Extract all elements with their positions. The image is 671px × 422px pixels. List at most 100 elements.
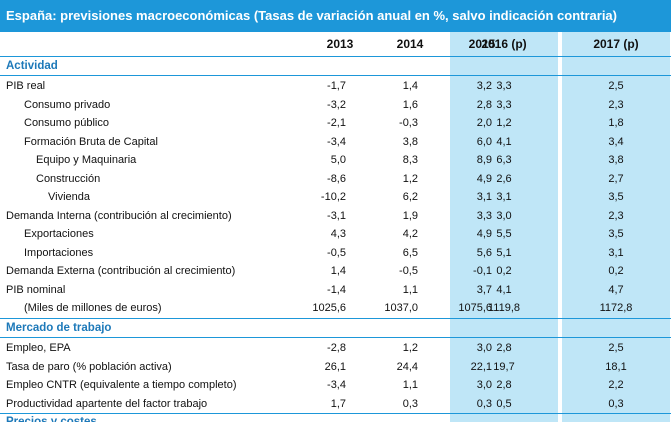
row-label: Demanda Externa (contribución al crecimi… xyxy=(6,265,236,277)
cell-value: 3,8 xyxy=(608,154,624,166)
table-title: España: previsiones macroeconómicas (Tas… xyxy=(0,0,671,32)
table-row: (Miles de millones de euros) 1025,6 1037,0… xyxy=(0,299,671,318)
cell-value: -0,3 xyxy=(399,117,418,129)
cell-value: 0,3 xyxy=(476,397,492,410)
cell-value: -3,4 xyxy=(327,135,346,148)
cell-value: 3,2 xyxy=(476,80,492,92)
cell-value: 5,1 xyxy=(496,246,512,259)
cell-value: 5,5 xyxy=(496,228,512,240)
cell-value: 3,8 xyxy=(402,135,418,148)
cell-value: 8,9 xyxy=(476,154,492,166)
row-label: Construcción xyxy=(36,172,101,185)
table-row: Demanda Interna (contribución al crecimi… xyxy=(0,207,671,226)
cell-value: -3,1 xyxy=(327,209,346,222)
cell-value: 3,3 xyxy=(496,80,512,92)
cell-value: 3,0 xyxy=(476,342,492,354)
cell-value: 5,0 xyxy=(330,154,346,166)
cell-value: 1,4 xyxy=(402,80,418,92)
cell-value: -1,4 xyxy=(327,283,346,296)
column-header-2017p: 2017 (p) xyxy=(593,37,639,51)
cell-value: -1,7 xyxy=(327,80,346,92)
table-row: Construcción -8,6 1,2 4,9 2,6 2,7 xyxy=(0,170,671,189)
cell-value: 3,5 xyxy=(608,228,624,240)
column-header-2013: 2013 xyxy=(326,37,354,51)
table-row: Equipo y Maquinaria 5,0 8,3 8,9 6,3 3,8 xyxy=(0,151,671,170)
cell-value: 6,5 xyxy=(402,246,418,259)
cell-value: 3,7 xyxy=(476,283,492,296)
cell-value: 1,8 xyxy=(608,117,624,129)
table-row: Vivienda -10,2 6,2 3,1 3,1 3,5 xyxy=(0,188,671,207)
column-header-row: 2013 2014 2015 2016 (p) 2017 (p) xyxy=(0,32,671,56)
cell-value: -3,2 xyxy=(327,98,346,111)
cell-value: 1,2 xyxy=(402,342,418,354)
row-label: Vivienda xyxy=(48,191,90,203)
cell-value: -8,6 xyxy=(327,172,346,185)
table-row: Consumo público -2,1 -0,3 2,0 1,2 1,8 xyxy=(0,114,671,133)
cell-value: 4,1 xyxy=(496,135,512,148)
cell-value: 0,2 xyxy=(496,265,512,277)
cell-value: 4,9 xyxy=(476,172,492,185)
cell-value: 24,4 xyxy=(396,360,418,373)
cell-value: 3,4 xyxy=(608,135,624,148)
cell-value: -3,4 xyxy=(327,379,346,391)
cell-value: 1,7 xyxy=(330,397,346,410)
cell-value: -10,2 xyxy=(320,191,346,203)
cell-value: 2,2 xyxy=(608,379,624,391)
cell-value: 3,0 xyxy=(476,379,492,391)
column-header-2016p: 2016 (p) xyxy=(481,37,527,51)
table-row: PIB real -1,7 1,4 3,2 3,3 2,5 xyxy=(0,77,671,96)
cell-value: 0,2 xyxy=(608,265,624,277)
cell-value: 1025,6 xyxy=(312,302,346,314)
row-label: Equipo y Maquinaria xyxy=(36,154,137,166)
cell-value: 1,1 xyxy=(402,283,418,296)
row-label: Demanda Interna (contribución al crecimi… xyxy=(6,209,232,222)
row-label: Consumo privado xyxy=(24,98,111,111)
cell-value: -0,5 xyxy=(399,265,418,277)
cell-value: 8,3 xyxy=(402,154,418,166)
row-label: PIB nominal xyxy=(6,283,66,296)
cell-value: 18,1 xyxy=(605,360,627,373)
cell-value: 3,5 xyxy=(608,191,624,203)
table-row: Importaciones -0,5 6,5 5,6 5,1 3,1 xyxy=(0,244,671,263)
cell-value: 2,8 xyxy=(496,342,512,354)
header-rule xyxy=(0,56,671,57)
column-header-2015: 2015 xyxy=(468,37,496,51)
cell-value: 1037,0 xyxy=(384,302,418,314)
cell-value: 19,7 xyxy=(493,360,515,373)
cell-value: 2,6 xyxy=(496,172,512,185)
cell-value: -0,1 xyxy=(473,265,492,277)
cell-value: 1,2 xyxy=(496,117,512,129)
cell-value: 6,3 xyxy=(496,154,512,166)
cell-value: 22,1 xyxy=(470,360,492,373)
row-label: (Miles de millones de euros) xyxy=(24,302,162,314)
row-label: Empleo CNTR (equivalente a tiempo comple… xyxy=(6,379,237,391)
cell-value: -2,8 xyxy=(327,342,346,354)
cell-value: 2,5 xyxy=(608,342,624,354)
row-label: Empleo, EPA xyxy=(6,342,71,354)
row-label: PIB real xyxy=(6,80,46,92)
cell-value: 4,1 xyxy=(496,283,512,296)
row-label: Exportaciones xyxy=(24,228,94,240)
forecast-highlight-2016 xyxy=(450,32,558,422)
cell-value: 3,0 xyxy=(496,209,512,222)
cell-value: 4,2 xyxy=(402,228,418,240)
cell-value: 2,3 xyxy=(608,209,624,222)
table-row: PIB nominal -1,4 1,1 3,7 4,1 4,7 xyxy=(0,281,671,300)
cell-value: 4,7 xyxy=(608,283,624,296)
cell-value: 3,1 xyxy=(608,246,624,259)
cell-value: 1119,8 xyxy=(487,302,520,314)
cell-value: 4,9 xyxy=(476,228,492,240)
table-row: Empleo, EPA -2,8 1,2 3,0 2,8 2,5 xyxy=(0,339,671,358)
cell-value: 2,3 xyxy=(608,98,624,111)
cell-value: 4,3 xyxy=(330,228,346,240)
cell-value: 2,8 xyxy=(496,379,512,391)
cell-value: 2,5 xyxy=(608,80,624,92)
cell-value: 2,8 xyxy=(476,98,492,111)
cell-value: 0,5 xyxy=(496,397,512,410)
row-label: Importaciones xyxy=(24,246,94,259)
section-precios-costes: Precios y costes xyxy=(6,416,97,422)
section-mercado-trabajo: Mercado de trabajo xyxy=(6,322,112,334)
table-row: Demanda Externa (contribución al crecimi… xyxy=(0,262,671,281)
cell-value: 3,3 xyxy=(476,209,492,222)
table-row: Tasa de paro (% población activa) 26,1 24,… xyxy=(0,358,671,377)
